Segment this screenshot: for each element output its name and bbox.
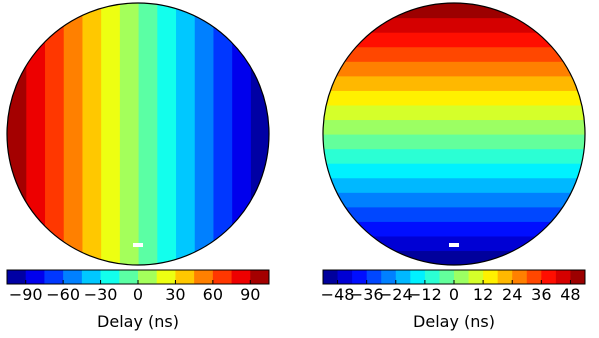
right-disk-band — [323, 192, 585, 208]
right-colorbar-segment — [337, 270, 353, 284]
left-disk-band — [231, 3, 251, 265]
right-colorbar-segment — [381, 270, 397, 284]
left-colorbar-tick-label: −30 — [84, 285, 118, 304]
left-colorbar-segment — [25, 270, 45, 284]
left-colorbar-tick-label: 60 — [203, 285, 223, 304]
right-colorbar-segment — [526, 270, 542, 284]
right-disk-band — [323, 119, 585, 135]
left-disk-band — [44, 3, 64, 265]
left-colorbar-segment — [100, 270, 120, 284]
left-disk-band — [100, 3, 120, 265]
left-colorbar-tick-label: 90 — [240, 285, 260, 304]
right-colorbar-tick-label: −24 — [379, 285, 413, 304]
right-disk-band — [323, 3, 585, 19]
right-colorbar-tick-label: −12 — [408, 285, 442, 304]
right-colorbar-segment — [352, 270, 368, 284]
left-colorbar-segment — [194, 270, 214, 284]
right-disk-band — [323, 206, 585, 222]
left-colorbar-label: Delay (ns) — [97, 312, 179, 331]
left-disk-band — [25, 3, 46, 265]
right-colorbar-segment — [410, 270, 426, 284]
left-colorbar-segment — [250, 270, 270, 284]
right-colorbar-segment — [439, 270, 455, 284]
left-disk-band — [81, 3, 102, 265]
left-disk-band — [175, 3, 195, 265]
right-disk-band — [323, 46, 585, 62]
left-disk-bands — [7, 3, 269, 265]
right-colorbar-segment — [483, 270, 499, 284]
left-disk-band — [138, 3, 158, 265]
left-colorbar-segment — [175, 270, 195, 284]
right-colorbar-tick-label: 0 — [449, 285, 459, 304]
right-disk-band — [323, 104, 585, 121]
right-disk-band — [323, 177, 585, 193]
left-colorbar-tick-label: 0 — [133, 285, 143, 304]
right-disk-band — [323, 17, 585, 33]
left-disk-band — [156, 3, 177, 265]
right-colorbar-segment — [541, 270, 557, 284]
right-colorbar-segment — [570, 270, 586, 284]
right-colorbar-segment — [497, 270, 513, 284]
left-colorbar-segment — [138, 270, 158, 284]
left-colorbar-segment — [119, 270, 139, 284]
right-disk-band — [323, 75, 585, 91]
right-disk-band — [323, 221, 585, 237]
right-disk-outline — [322, 2, 586, 266]
right-colorbar-tick-label: 36 — [531, 285, 551, 304]
right-disk-band — [323, 61, 585, 77]
left-colorbar-segment — [156, 270, 176, 284]
left-colorbar-segment — [231, 270, 251, 284]
right-disk-band — [323, 163, 585, 179]
right-colorbar-label: Delay (ns) — [413, 312, 495, 331]
right-colorbar-segment — [424, 270, 440, 284]
left-panel: −90 −60 −30 0 30 60 90 Delay (ns) — [6, 2, 270, 331]
left-disk-band — [250, 3, 269, 265]
right-disk-band — [323, 32, 585, 48]
right-colorbar-segment — [468, 270, 484, 284]
right-colorbar-segment — [366, 270, 382, 284]
right-disk-bands — [323, 3, 585, 265]
left-disk-band — [212, 3, 233, 265]
right-colorbar-segment — [512, 270, 528, 284]
right-disk-band — [323, 134, 585, 150]
right-colorbar-tick-label: 24 — [502, 285, 522, 304]
right-colorbar-segment — [323, 270, 339, 284]
left-disk-band — [63, 3, 83, 265]
right-colorbar-tick-label: −36 — [350, 285, 384, 304]
right-colorbar-segment — [395, 270, 411, 284]
left-colorbar-tick-label: −90 — [9, 285, 43, 304]
left-marker — [133, 243, 143, 247]
right-colorbar-segment — [454, 270, 470, 284]
right-colorbar-tick-label: 48 — [560, 285, 580, 304]
left-disk-band — [194, 3, 214, 265]
right-colorbar-segment — [555, 270, 571, 284]
right-disk-band — [323, 90, 585, 106]
right-marker — [449, 243, 459, 247]
left-colorbar-segment — [81, 270, 102, 284]
left-colorbar-segment — [63, 270, 83, 284]
left-disk-band — [7, 3, 27, 265]
left-colorbar-tick-label: −60 — [46, 285, 80, 304]
right-panel: −48−36−24−12 0 12 24 36 48 Delay (ns) — [321, 2, 586, 331]
right-colorbar: −48−36−24−12 0 12 24 36 48 — [321, 269, 586, 304]
right-colorbar-tick-label: −48 — [321, 285, 355, 304]
left-colorbar-segment — [7, 270, 27, 284]
left-disk-outline — [6, 2, 270, 266]
right-disk-band — [323, 148, 585, 164]
left-colorbar: −90 −60 −30 0 30 60 90 — [6, 269, 270, 304]
left-colorbar-segment — [44, 270, 64, 284]
right-disk-band — [323, 250, 585, 265]
left-disk-band — [119, 3, 139, 265]
left-colorbar-segment — [212, 270, 233, 284]
right-colorbar-tick-label: 12 — [473, 285, 493, 304]
left-colorbar-tick-label: 30 — [165, 285, 185, 304]
